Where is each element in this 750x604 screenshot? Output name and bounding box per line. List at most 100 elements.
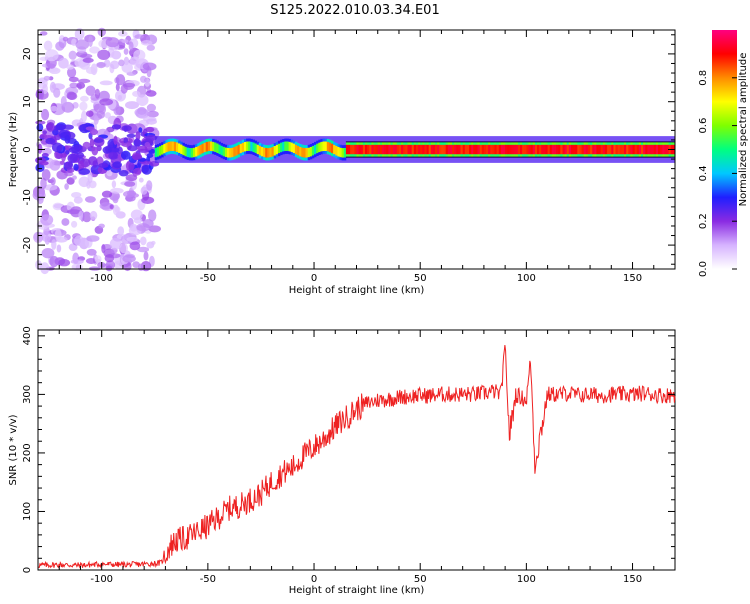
band-cell bbox=[437, 141, 440, 145]
band-cell bbox=[195, 144, 198, 147]
band-cell bbox=[566, 154, 570, 158]
band-cell bbox=[460, 144, 463, 155]
noise-blob bbox=[99, 98, 113, 106]
band-cell bbox=[311, 143, 315, 146]
band-cell bbox=[428, 141, 432, 145]
noise-blob bbox=[78, 210, 84, 221]
band-cell bbox=[233, 144, 236, 147]
noise-blob bbox=[50, 177, 56, 186]
band-cell bbox=[297, 155, 300, 159]
band-cell bbox=[216, 140, 219, 144]
band-cell bbox=[551, 144, 555, 155]
band-cell bbox=[394, 144, 398, 155]
band-cell bbox=[556, 144, 559, 155]
noise-blob bbox=[68, 146, 80, 154]
band-cell bbox=[418, 141, 421, 145]
band-cell bbox=[178, 140, 181, 144]
band-cell bbox=[171, 141, 175, 151]
band-cell bbox=[526, 154, 529, 158]
band-cell bbox=[345, 141, 349, 145]
noise-blob bbox=[140, 186, 148, 195]
noise-blob bbox=[85, 66, 97, 75]
band-cell bbox=[621, 141, 625, 145]
band-cell bbox=[416, 141, 419, 145]
band-cell bbox=[541, 144, 544, 155]
band-cell bbox=[604, 141, 608, 145]
band-cell bbox=[333, 141, 336, 145]
band-cell bbox=[241, 142, 245, 153]
noise-blob bbox=[87, 171, 93, 184]
band-cell bbox=[413, 141, 417, 145]
band-cell bbox=[369, 154, 372, 158]
noise-blob bbox=[146, 103, 156, 112]
band-cell bbox=[392, 144, 396, 155]
spectrogram-x-ticks: -100 -50 0 50 100 150 bbox=[37, 30, 676, 284]
noise-blob bbox=[132, 154, 143, 160]
band-cell bbox=[360, 144, 364, 155]
band-cell bbox=[568, 154, 572, 158]
band-cell bbox=[411, 144, 415, 155]
noise-blob bbox=[122, 254, 136, 263]
noise-blob bbox=[93, 138, 104, 143]
band-cell bbox=[199, 144, 202, 155]
colorbar-gradient bbox=[712, 30, 737, 269]
noise-blob bbox=[41, 153, 49, 158]
band-cell bbox=[333, 154, 336, 158]
band-cell bbox=[636, 154, 640, 158]
band-cell bbox=[426, 154, 430, 158]
band-cell bbox=[350, 154, 353, 158]
snr-y-ticks: 0 100 200 300 400 bbox=[22, 326, 675, 573]
band-cell bbox=[632, 141, 635, 145]
band-cell bbox=[577, 141, 580, 145]
band-cell bbox=[651, 141, 655, 145]
band-cell bbox=[449, 154, 453, 158]
band-cell bbox=[596, 141, 599, 145]
band-cell bbox=[602, 144, 606, 155]
band-cell bbox=[384, 154, 387, 158]
band-cell bbox=[664, 144, 667, 155]
band-cell bbox=[562, 141, 565, 145]
band-cell bbox=[216, 143, 219, 153]
band-cell bbox=[178, 143, 181, 153]
band-cell bbox=[382, 144, 385, 155]
band-cell bbox=[466, 144, 470, 155]
band-cell bbox=[422, 154, 425, 158]
band-cell bbox=[186, 157, 190, 160]
band-cell bbox=[384, 144, 387, 155]
band-cell bbox=[163, 153, 166, 157]
noise-blob bbox=[73, 235, 84, 246]
band-cell bbox=[260, 143, 264, 147]
band-cell bbox=[475, 141, 478, 145]
band-cell bbox=[571, 144, 574, 155]
band-cell bbox=[362, 144, 366, 155]
band-cell bbox=[362, 141, 366, 145]
band-cell bbox=[322, 141, 325, 151]
noise-blob bbox=[133, 167, 142, 175]
band-cell bbox=[384, 141, 387, 145]
band-cell bbox=[452, 154, 455, 158]
band-cell bbox=[165, 152, 168, 156]
band-cell bbox=[505, 141, 508, 145]
band-cell bbox=[634, 154, 638, 158]
band-cell bbox=[220, 155, 224, 159]
colorbar-label: Normalized spectral amplitude bbox=[738, 53, 749, 207]
band-cell bbox=[284, 151, 287, 154]
band-cell bbox=[443, 154, 447, 158]
band-cell bbox=[197, 155, 200, 159]
band-cell bbox=[399, 154, 402, 158]
noise-blob bbox=[130, 209, 143, 221]
noise-blob bbox=[113, 135, 118, 145]
band-cell bbox=[435, 144, 438, 155]
band-cell bbox=[176, 152, 179, 155]
band-cell bbox=[339, 157, 342, 161]
band-cell bbox=[375, 141, 379, 145]
band-cell bbox=[356, 154, 359, 158]
noise-blob bbox=[105, 265, 113, 272]
band-cell bbox=[573, 154, 576, 158]
band-cell bbox=[613, 154, 616, 158]
noise-blob bbox=[125, 101, 139, 110]
band-cell bbox=[524, 144, 527, 155]
noise-blob bbox=[144, 142, 151, 147]
band-cell bbox=[587, 144, 591, 155]
noise-blob bbox=[137, 263, 145, 271]
